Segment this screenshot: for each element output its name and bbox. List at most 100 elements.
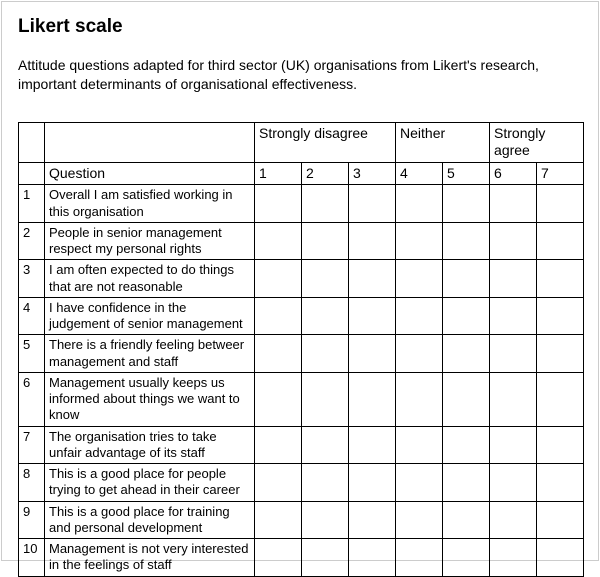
response-cell[interactable] [490, 426, 537, 464]
table-row: 1Overall I am satisfied working in this … [19, 185, 584, 223]
response-cell[interactable] [396, 539, 443, 577]
question-text: Overall I am satisfied working in this o… [45, 185, 255, 223]
response-cell[interactable] [443, 222, 490, 260]
question-number: 6 [19, 372, 45, 426]
response-cell[interactable] [255, 185, 302, 223]
response-cell[interactable] [443, 185, 490, 223]
response-cell[interactable] [302, 464, 349, 502]
response-cell[interactable] [349, 539, 396, 577]
response-cell[interactable] [443, 260, 490, 298]
response-cell[interactable] [349, 222, 396, 260]
intro-paragraph: Attitude questions adapted for third sec… [18, 56, 582, 94]
scale-header-6: 6 [490, 162, 537, 185]
response-cell[interactable] [490, 260, 537, 298]
response-cell[interactable] [255, 372, 302, 426]
response-cell[interactable] [443, 426, 490, 464]
question-text: I am often expected to do things that ar… [45, 260, 255, 298]
table-row: 3I am often expected to do things that a… [19, 260, 584, 298]
response-cell[interactable] [396, 464, 443, 502]
response-cell[interactable] [490, 297, 537, 335]
response-cell[interactable] [490, 539, 537, 577]
question-number: 1 [19, 185, 45, 223]
question-number: 9 [19, 501, 45, 539]
response-cell[interactable] [349, 426, 396, 464]
question-text: Management usually keeps us informed abo… [45, 372, 255, 426]
response-cell[interactable] [537, 501, 584, 539]
response-cell[interactable] [490, 372, 537, 426]
response-cell[interactable] [537, 260, 584, 298]
response-cell[interactable] [443, 372, 490, 426]
scale-header-2: 2 [302, 162, 349, 185]
response-cell[interactable] [349, 297, 396, 335]
response-cell[interactable] [302, 222, 349, 260]
response-cell[interactable] [302, 297, 349, 335]
response-cell[interactable] [302, 426, 349, 464]
response-cell[interactable] [302, 539, 349, 577]
response-cell[interactable] [302, 335, 349, 373]
question-text: This is a good place for people trying t… [45, 464, 255, 502]
question-number: 8 [19, 464, 45, 502]
response-cell[interactable] [443, 501, 490, 539]
response-cell[interactable] [255, 426, 302, 464]
response-cell[interactable] [255, 501, 302, 539]
response-cell[interactable] [302, 372, 349, 426]
response-cell[interactable] [349, 464, 396, 502]
response-cell[interactable] [255, 539, 302, 577]
response-cell[interactable] [443, 464, 490, 502]
scale-header-4: 4 [396, 162, 443, 185]
response-cell[interactable] [302, 185, 349, 223]
response-cell[interactable] [537, 464, 584, 502]
response-cell[interactable] [396, 501, 443, 539]
response-cell[interactable] [537, 372, 584, 426]
response-cell[interactable] [396, 426, 443, 464]
response-cell[interactable] [490, 185, 537, 223]
response-cell[interactable] [396, 222, 443, 260]
question-number: 10 [19, 539, 45, 577]
response-cell[interactable] [396, 335, 443, 373]
response-cell[interactable] [490, 335, 537, 373]
document-page: Likert scale Attitude questions adapted … [1, 1, 599, 561]
table-row: 8This is a good place for people trying … [19, 464, 584, 502]
response-cell[interactable] [255, 222, 302, 260]
response-cell[interactable] [396, 260, 443, 298]
response-cell[interactable] [302, 501, 349, 539]
blank-cell [19, 122, 45, 162]
blank-cell [19, 162, 45, 185]
response-cell[interactable] [490, 501, 537, 539]
question-text: Management is not very interested in the… [45, 539, 255, 577]
response-cell[interactable] [537, 335, 584, 373]
response-cell[interactable] [349, 372, 396, 426]
question-column-header: Question [45, 162, 255, 185]
question-number: 5 [19, 335, 45, 373]
response-cell[interactable] [396, 185, 443, 223]
question-text: The organisation tries to take unfair ad… [45, 426, 255, 464]
response-cell[interactable] [396, 372, 443, 426]
scale-header-5: 5 [443, 162, 490, 185]
response-cell[interactable] [255, 297, 302, 335]
response-cell[interactable] [443, 335, 490, 373]
response-cell[interactable] [349, 185, 396, 223]
question-number: 4 [19, 297, 45, 335]
table-row: 9This is a good place for training and p… [19, 501, 584, 539]
response-cell[interactable] [537, 426, 584, 464]
response-cell[interactable] [349, 260, 396, 298]
question-number: 3 [19, 260, 45, 298]
response-cell[interactable] [255, 260, 302, 298]
response-cell[interactable] [349, 501, 396, 539]
question-number: 2 [19, 222, 45, 260]
response-cell[interactable] [255, 464, 302, 502]
response-cell[interactable] [490, 464, 537, 502]
response-cell[interactable] [490, 222, 537, 260]
question-text: This is a good place for training and pe… [45, 501, 255, 539]
response-cell[interactable] [443, 539, 490, 577]
response-cell[interactable] [255, 335, 302, 373]
response-cell[interactable] [537, 297, 584, 335]
response-cell[interactable] [443, 297, 490, 335]
response-cell[interactable] [349, 335, 396, 373]
response-cell[interactable] [302, 260, 349, 298]
response-cell[interactable] [537, 539, 584, 577]
page-title: Likert scale [18, 16, 582, 38]
response-cell[interactable] [537, 222, 584, 260]
response-cell[interactable] [396, 297, 443, 335]
response-cell[interactable] [537, 185, 584, 223]
